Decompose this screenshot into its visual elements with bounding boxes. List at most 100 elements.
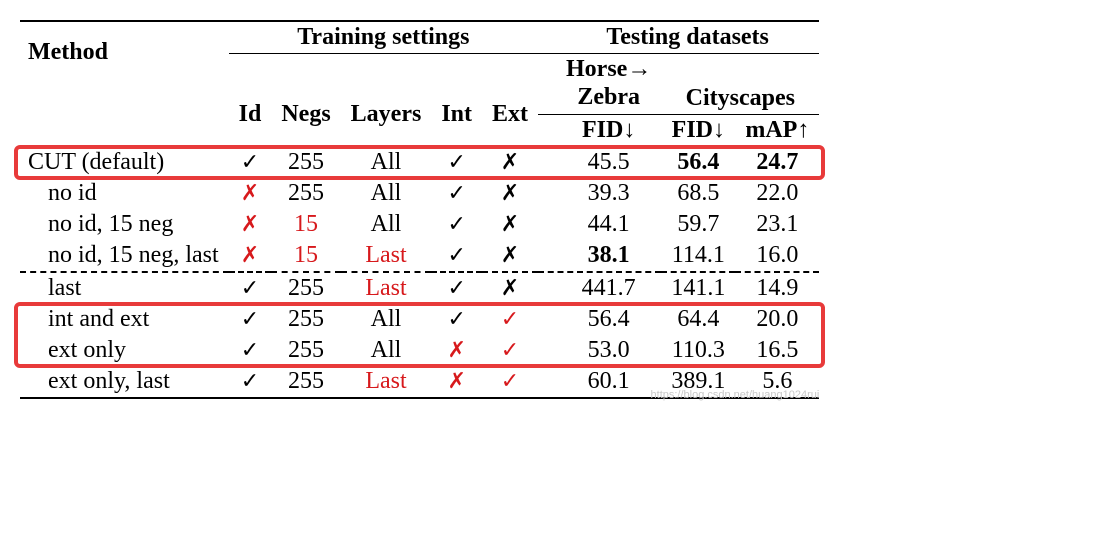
cell-text: Last xyxy=(365,275,406,301)
table-container: Method Training settings Testing dataset… xyxy=(20,20,819,399)
header-cs-map: mAP↑ xyxy=(735,115,819,147)
check-icon: ✓ xyxy=(447,149,465,174)
cross-icon: ✗ xyxy=(501,242,519,267)
cross-icon: ✗ xyxy=(447,368,465,393)
cell-text: 255 xyxy=(288,368,324,394)
cell-ext: ✓ xyxy=(482,366,538,398)
cell-layers: Last xyxy=(341,240,432,272)
cell-text: 16.5 xyxy=(756,337,798,363)
cell-cs-map: 22.0 xyxy=(735,178,819,209)
cell-text: 60.1 xyxy=(588,368,630,394)
cell-ext: ✗ xyxy=(482,178,538,209)
cell-hz-fid: 44.1 xyxy=(538,209,661,240)
header-cityscapes: Cityscapes xyxy=(661,83,819,115)
cell-cs-fid: 141.1 xyxy=(661,272,735,304)
cell-text: 141.1 xyxy=(671,275,725,301)
cell-cs-map: 14.9 xyxy=(735,272,819,304)
cell-hz-fid: 39.3 xyxy=(538,178,661,209)
cell-int: ✗ xyxy=(431,335,482,366)
cell-method: int and ext xyxy=(20,304,229,335)
cell-text: 16.0 xyxy=(756,242,798,268)
cross-icon: ✗ xyxy=(241,180,259,205)
check-icon: ✓ xyxy=(501,368,519,393)
cell-cs-map: 23.1 xyxy=(735,209,819,240)
check-icon: ✓ xyxy=(241,275,259,300)
cell-cs-fid: 68.5 xyxy=(661,178,735,209)
cell-ext: ✗ xyxy=(482,147,538,179)
cell-text: 22.0 xyxy=(756,180,798,206)
check-icon: ✓ xyxy=(501,337,519,362)
cell-negs: 15 xyxy=(271,209,340,240)
cell-ext: ✓ xyxy=(482,335,538,366)
cell-int: ✓ xyxy=(431,304,482,335)
header-layers: Layers xyxy=(341,83,432,147)
cell-negs: 255 xyxy=(271,304,340,335)
table-row: last✓255Last✓✗441.7141.114.9 xyxy=(20,272,819,304)
cell-text: 114.1 xyxy=(672,242,725,268)
cell-method: ext only, last xyxy=(20,366,229,398)
cross-icon: ✗ xyxy=(447,337,465,362)
table-row: no id ✗ 255 All ✓ ✗ 39.3 68.5 22.0 xyxy=(20,178,819,209)
cell-text: All xyxy=(371,211,402,237)
cell-method: last xyxy=(20,272,229,304)
cell-text: 24.7 xyxy=(756,149,798,175)
results-table: Method Training settings Testing dataset… xyxy=(20,20,819,399)
cell-hz-fid: 45.5 xyxy=(538,147,661,179)
cell-text: 56.4 xyxy=(677,149,719,175)
cell-text: 59.7 xyxy=(677,211,719,237)
cell-text: 255 xyxy=(288,180,324,206)
header-id: Id xyxy=(229,83,272,147)
cell-text: 39.3 xyxy=(588,180,630,206)
cell-ext: ✗ xyxy=(482,209,538,240)
header-method: Method xyxy=(20,21,229,83)
cross-icon: ✗ xyxy=(241,211,259,236)
cell-id: ✗ xyxy=(229,209,272,240)
header-cs-fid: FID↓ xyxy=(661,115,735,147)
cell-method: no id, 15 neg, last xyxy=(20,240,229,272)
cell-hz-fid: 441.7 xyxy=(538,272,661,304)
cell-text: 255 xyxy=(288,306,324,332)
cell-text: All xyxy=(371,180,402,206)
cell-cs-fid: 56.4 xyxy=(661,147,735,179)
cell-cs-fid: 59.7 xyxy=(661,209,735,240)
cell-cs-fid: 110.3 xyxy=(661,335,735,366)
check-icon: ✓ xyxy=(447,211,465,236)
cell-text: 56.4 xyxy=(588,306,630,332)
header-ext: Ext xyxy=(482,83,538,147)
cell-text: 45.5 xyxy=(588,149,630,175)
table-row: no id, 15 neg✗15All✓✗44.159.723.1 xyxy=(20,209,819,240)
check-icon: ✓ xyxy=(447,242,465,267)
cell-text: 44.1 xyxy=(588,211,630,237)
cell-text: 255 xyxy=(288,275,324,301)
cell-id: ✓ xyxy=(229,304,272,335)
header-training: Training settings xyxy=(229,21,538,54)
cell-int: ✓ xyxy=(431,209,482,240)
cell-text: 38.1 xyxy=(588,242,630,268)
cell-text: 14.9 xyxy=(756,275,798,301)
cell-int: ✓ xyxy=(431,272,482,304)
check-icon: ✓ xyxy=(241,368,259,393)
check-icon: ✓ xyxy=(241,337,259,362)
cell-text: 20.0 xyxy=(756,306,798,332)
header-horse: Horse→ xyxy=(538,54,661,84)
cell-layers: Last xyxy=(341,272,432,304)
cell-id: ✓ xyxy=(229,147,272,179)
cross-icon: ✗ xyxy=(501,211,519,236)
cell-hz-fid: 38.1 xyxy=(538,240,661,272)
check-icon: ✓ xyxy=(447,180,465,205)
cell-method: no id xyxy=(20,178,229,209)
cell-negs: 255 xyxy=(271,272,340,304)
cell-cs-map: 20.0 xyxy=(735,304,819,335)
check-icon: ✓ xyxy=(241,306,259,331)
cell-int: ✓ xyxy=(431,147,482,179)
cell-text: All xyxy=(371,149,402,175)
cell-id: ✓ xyxy=(229,272,272,304)
cell-negs: 255 xyxy=(271,335,340,366)
table-row: int and ext✓255All✓✓56.464.420.0 xyxy=(20,304,819,335)
cell-layers: All xyxy=(341,335,432,366)
check-icon: ✓ xyxy=(447,275,465,300)
cell-id: ✗ xyxy=(229,240,272,272)
cell-negs: 255 xyxy=(271,178,340,209)
table-row: no id, 15 neg, last✗15Last✓✗38.1114.116.… xyxy=(20,240,819,272)
cell-negs: 255 xyxy=(271,147,340,179)
